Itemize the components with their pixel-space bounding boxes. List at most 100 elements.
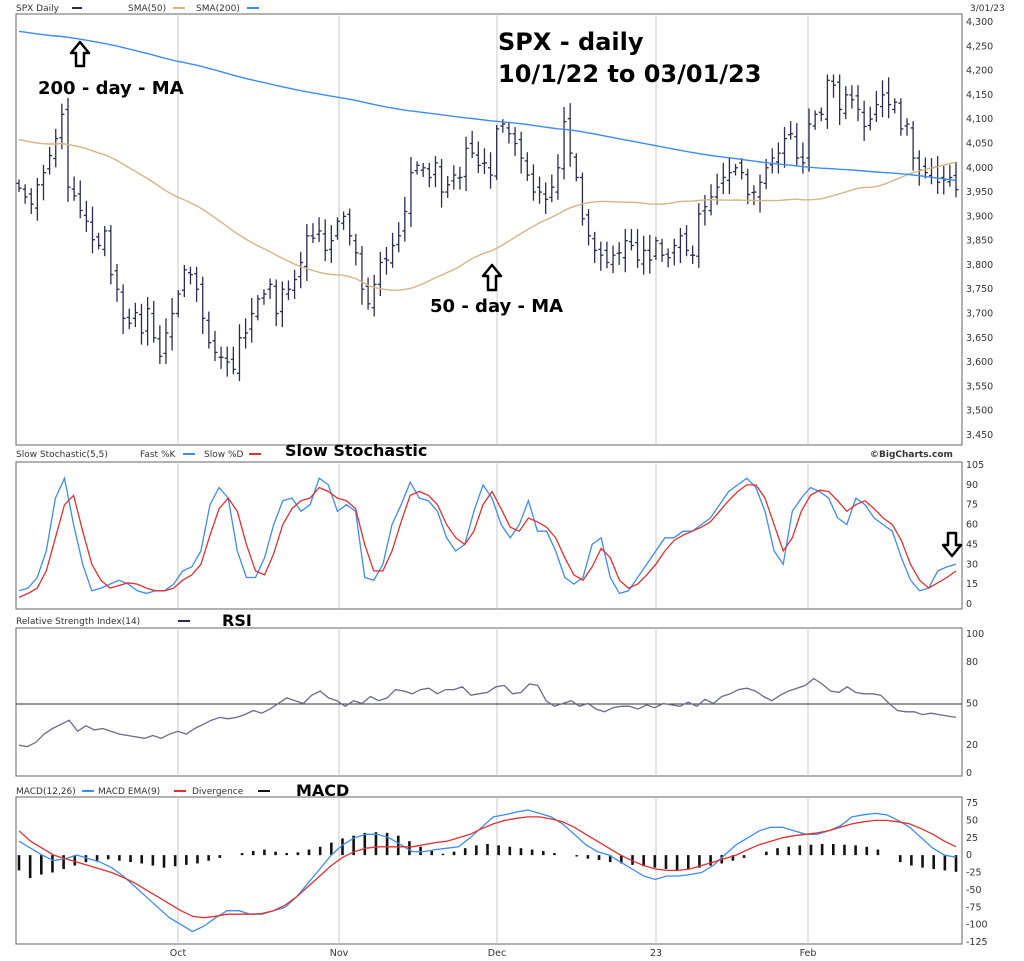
price-bar bbox=[396, 222, 402, 253]
price-y-ticks: 3,450 3,500 3,550 3,600 3,650 3,700 3,750 3,800… bbox=[966, 17, 993, 441]
price-bar bbox=[451, 165, 457, 190]
price-bar bbox=[212, 331, 218, 362]
y-tick-label: 3,500 bbox=[966, 406, 993, 417]
price-bar bbox=[910, 121, 916, 171]
macd-y-ticks: -125 -100 -75 -50 -25 0 25 50 75 bbox=[966, 798, 988, 948]
price-bar bbox=[469, 130, 475, 159]
price-bar bbox=[518, 131, 524, 174]
y-tick-label: 4,150 bbox=[966, 90, 993, 101]
price-bar bbox=[194, 266, 200, 302]
price-bar bbox=[316, 217, 322, 243]
price-bar bbox=[114, 263, 120, 302]
price-bar bbox=[824, 74, 830, 129]
macd-legend: MACD(12,26) bbox=[16, 787, 76, 797]
price-bar bbox=[218, 346, 224, 369]
macd-signal-line bbox=[18, 816, 957, 919]
price-bar bbox=[763, 159, 769, 190]
y-tick-label: 3,550 bbox=[966, 381, 993, 392]
y-tick-label: 3,750 bbox=[966, 284, 993, 295]
price-bar bbox=[267, 278, 273, 299]
price-bar bbox=[794, 123, 800, 166]
price-bar bbox=[494, 125, 500, 180]
y-tick-label: 90 bbox=[966, 480, 978, 491]
price-bar bbox=[867, 106, 873, 131]
price-bar bbox=[414, 161, 420, 175]
price-bar bbox=[175, 290, 181, 318]
rsi-y-ticks: 0 20 50 80 100 bbox=[966, 629, 984, 779]
macd-ema-legend: MACD EMA(9) bbox=[98, 787, 160, 797]
price-bar bbox=[739, 158, 745, 180]
y-tick-label: -125 bbox=[966, 937, 988, 948]
price-bar bbox=[837, 74, 843, 126]
price-bar bbox=[169, 297, 175, 351]
price-bar bbox=[855, 85, 861, 122]
price-bar bbox=[653, 236, 659, 261]
price-bar bbox=[475, 141, 481, 174]
price-bar bbox=[255, 295, 261, 321]
y-tick-label: 4,300 bbox=[966, 17, 993, 28]
price-bar bbox=[145, 297, 151, 346]
price-bar bbox=[788, 121, 794, 140]
y-tick-label: 75 bbox=[966, 500, 978, 511]
y-tick-label: 3,950 bbox=[966, 187, 993, 198]
stochastic-legend: Slow Stochastic(5,5) bbox=[16, 450, 108, 460]
y-tick-label: 50 bbox=[966, 815, 978, 826]
price-bar bbox=[328, 225, 334, 263]
price-bar bbox=[677, 228, 683, 263]
price-bar bbox=[365, 277, 371, 310]
price-bar bbox=[586, 209, 592, 246]
price-bar bbox=[622, 228, 628, 273]
price-bar bbox=[751, 185, 757, 206]
slow-d-legend: Slow %D bbox=[204, 450, 243, 460]
y-tick-label: 4,050 bbox=[966, 138, 993, 149]
price-bar bbox=[818, 107, 824, 122]
price-bar bbox=[279, 281, 285, 328]
y-tick-label: 50 bbox=[966, 699, 978, 710]
macd-divergence-bars bbox=[17, 832, 958, 879]
price-bar bbox=[769, 148, 775, 174]
price-bar bbox=[782, 126, 788, 168]
price-bar bbox=[592, 231, 598, 263]
y-tick-label: 4,100 bbox=[966, 114, 993, 125]
price-bar bbox=[665, 248, 671, 268]
y-tick-label: 0 bbox=[966, 599, 972, 610]
divergence-legend: Divergence bbox=[192, 787, 244, 797]
price-bar bbox=[549, 174, 555, 203]
y-tick-label: -100 bbox=[966, 920, 988, 931]
x-axis-ticks: Oct Nov Dec 23 Feb bbox=[170, 948, 817, 959]
price-bar bbox=[530, 164, 536, 201]
price-bar bbox=[886, 77, 892, 119]
price-bar bbox=[83, 200, 89, 232]
price-bar bbox=[420, 162, 426, 177]
price-bar bbox=[775, 142, 781, 174]
price-bar bbox=[861, 100, 867, 142]
price-bar bbox=[745, 168, 751, 205]
y-tick-label: 100 bbox=[966, 629, 984, 640]
price-bar bbox=[310, 223, 316, 244]
price-bar bbox=[812, 110, 818, 130]
price-bar bbox=[322, 219, 328, 262]
y-tick-label: 30 bbox=[966, 559, 978, 570]
price-bar bbox=[555, 154, 561, 200]
price-bar bbox=[512, 126, 518, 157]
x-tick-label: Dec bbox=[488, 948, 506, 959]
price-bar bbox=[604, 241, 610, 269]
price-bar bbox=[200, 276, 206, 334]
y-tick-label: 60 bbox=[966, 520, 978, 531]
y-tick-label: 25 bbox=[966, 833, 978, 844]
y-tick-label: 75 bbox=[966, 798, 978, 809]
price-bar bbox=[579, 172, 585, 226]
price-bar bbox=[77, 180, 83, 219]
price-bar bbox=[102, 226, 108, 257]
price-bar bbox=[243, 318, 249, 349]
price-bar bbox=[71, 176, 77, 201]
rsi-panel bbox=[15, 627, 963, 777]
y-tick-label: 4,000 bbox=[966, 163, 993, 174]
price-bar bbox=[22, 184, 28, 204]
price-bar bbox=[120, 284, 126, 334]
price-bar bbox=[157, 325, 163, 365]
price-bar bbox=[28, 188, 34, 214]
fast-k-line bbox=[18, 476, 957, 595]
price-bar bbox=[16, 179, 22, 193]
